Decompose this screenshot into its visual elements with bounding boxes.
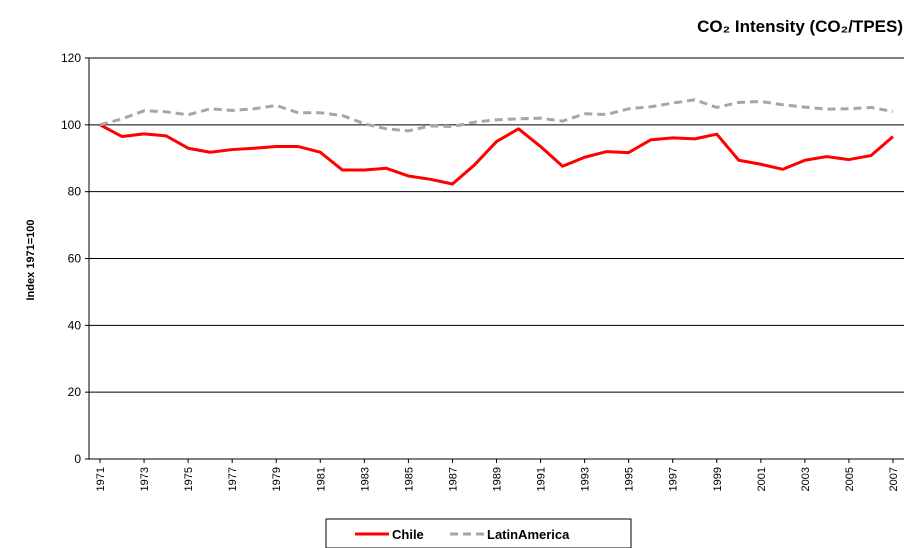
y-tick-label: 100 — [61, 118, 81, 132]
legend-label: Chile — [392, 527, 424, 542]
x-tick-label: 1987 — [447, 467, 459, 491]
x-tick-label: 1999 — [712, 467, 724, 491]
x-tick-label: 1981 — [315, 467, 327, 491]
y-tick-label: 60 — [68, 252, 82, 266]
x-tick-label: 1989 — [492, 467, 504, 491]
y-tick-label: 20 — [68, 385, 82, 399]
x-tick-label: 1971 — [95, 467, 107, 491]
x-tick-label: 2003 — [800, 467, 812, 491]
x-tick-label: 1977 — [227, 467, 239, 491]
y-tick-label: 0 — [74, 452, 81, 466]
x-tick-label: 1983 — [359, 467, 371, 491]
x-tick-label: 1993 — [580, 467, 592, 491]
x-tick-label: 1997 — [668, 467, 680, 491]
x-tick-label: 1975 — [183, 467, 195, 491]
series-line — [99, 98, 894, 133]
series-line — [99, 123, 894, 186]
chart-title: CO₂ Intensity (CO₂/TPES) — [697, 17, 903, 36]
x-tick-label: 1973 — [139, 467, 151, 491]
x-tick-label: 1995 — [624, 467, 636, 491]
legend-label: LatinAmerica — [487, 527, 570, 542]
x-tick-label: 2007 — [888, 467, 900, 491]
y-tick-label: 40 — [68, 318, 82, 332]
x-tick-label: 1979 — [271, 467, 283, 491]
y-axis-label: Index 1971=100 — [25, 219, 37, 300]
x-tick-label: 2001 — [756, 467, 768, 491]
x-tick-label: 2005 — [844, 467, 856, 491]
x-tick-label: 1985 — [403, 467, 415, 491]
y-tick-label: 80 — [68, 185, 82, 199]
x-tick-label: 1991 — [536, 467, 548, 491]
y-tick-label: 120 — [61, 51, 81, 65]
